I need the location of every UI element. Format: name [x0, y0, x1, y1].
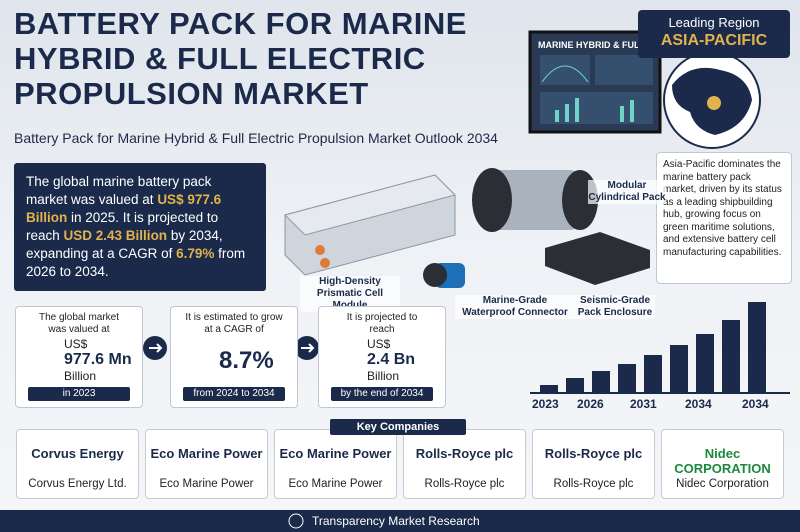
- company-logo: Rolls-Royce plc: [544, 446, 643, 461]
- summary-text: by 2034, expanding at a CAGR of: [26, 228, 223, 261]
- footer-source: Transparency Market Research: [312, 514, 480, 528]
- stat-caption: It is projected to reach: [346, 312, 418, 335]
- company-logo: Rolls-Royce plc: [415, 446, 514, 461]
- company-card: Corvus Energy Corvus Energy Ltd.: [16, 429, 139, 499]
- summary-text: US$ 977.6 Billion: [26, 192, 222, 225]
- company-logo: Eco Marine Power: [279, 446, 392, 461]
- company-card: Nidec CORPORATION Nidec Corporation: [661, 429, 784, 499]
- stat-value: 2.4 Bn: [367, 351, 416, 368]
- stat-value: 977.6 Mn: [64, 351, 132, 368]
- stat-caption: The global market was valued at: [38, 312, 120, 335]
- company-logo: Corvus Energy: [31, 446, 124, 461]
- region-description: Asia-Pacific dominates the marine batter…: [656, 152, 792, 284]
- region-label: Leading Region: [668, 15, 760, 30]
- stat-prefix: US$: [367, 337, 391, 351]
- x-label: 2034: [742, 397, 769, 411]
- x-label: 2034: [685, 397, 712, 411]
- company-name: Eco Marine Power: [159, 478, 254, 490]
- stat-card: The global market was valued at US$ 977.6 …: [15, 306, 143, 408]
- stat-prefix: US$: [64, 337, 88, 351]
- stat-footer: from 2024 to 2034: [183, 387, 285, 401]
- company-name: Eco Marine Power: [288, 478, 383, 490]
- region-name: ASIA-PACIFIC: [660, 32, 768, 49]
- screen-title: MARINE HYBRID & FULL: [538, 40, 645, 50]
- summary-box: The global marine battery pack market wa…: [14, 163, 266, 291]
- title-line: PROPULSION MARKET: [14, 76, 369, 111]
- x-label: 2023: [532, 397, 559, 411]
- summary-text: in 2025. It is projected to reach: [26, 210, 219, 243]
- stat-body: 8.7%: [219, 337, 274, 375]
- product-label: Modular Cylindrical Pack: [588, 180, 666, 204]
- company-logo: Nidec CORPORATION: [674, 446, 771, 476]
- company-card: Eco Marine Power Eco Marine Power: [274, 429, 397, 499]
- x-label: 2026: [577, 397, 604, 411]
- summary-text: from 2026 to 2034.: [26, 246, 246, 279]
- company-card: Rolls-Royce plc Rolls-Royce plc: [403, 429, 526, 499]
- stat-card: It is estimated to grow at a CAGR of 8.7%…: [170, 306, 298, 408]
- stat-card: It is projected to reach US$ 2.4 Bn Billion…: [318, 306, 446, 408]
- stat-footer: in 2023: [28, 387, 130, 401]
- stat-unit: Billion: [367, 369, 400, 383]
- subtitle: Battery Pack for Marine Hybrid & Full El…: [14, 130, 498, 146]
- stat-value: 8.7%: [219, 347, 274, 374]
- stat-footer: by the end of 2034: [331, 387, 433, 401]
- product-label: Seismic-Grade Pack Enclosure: [575, 295, 655, 319]
- x-label: 2031: [630, 397, 657, 411]
- stat-body: US$ 977.6 Mn Billion: [64, 337, 132, 383]
- companies-heading: Key Companies: [330, 419, 466, 435]
- stat-body: US$ 2.4 Bn Billion: [367, 337, 415, 383]
- company-name: Corvus Energy Ltd.: [28, 478, 127, 490]
- title: BATTERY PACK FOR MARINE HYBRID & FULL EL…: [14, 6, 467, 111]
- title-line: HYBRID & FULL ELECTRIC: [14, 41, 426, 76]
- product-label: Marine-Grade Waterproof Connector: [455, 295, 575, 319]
- title-line: BATTERY PACK FOR MARINE: [14, 6, 467, 41]
- company-logo: Eco Marine Power: [150, 446, 263, 461]
- stat-caption: It is estimated to grow at a CAGR of: [185, 312, 283, 335]
- summary-text: The global marine battery pack market wa…: [26, 174, 212, 207]
- summary-text: USD 2.43 Billion: [63, 228, 168, 243]
- company-name: Nidec Corporation: [676, 478, 769, 490]
- region-box: Leading Region ASIA-PACIFIC: [638, 10, 790, 58]
- company-card: Eco Marine Power Eco Marine Power: [145, 429, 268, 499]
- company-name: Rolls-Royce plc: [553, 478, 634, 490]
- company-name: Rolls-Royce plc: [424, 478, 505, 490]
- summary-text: 6.79%: [176, 246, 215, 261]
- company-card: Rolls-Royce plc Rolls-Royce plc: [532, 429, 655, 499]
- stat-unit: Billion: [64, 369, 97, 383]
